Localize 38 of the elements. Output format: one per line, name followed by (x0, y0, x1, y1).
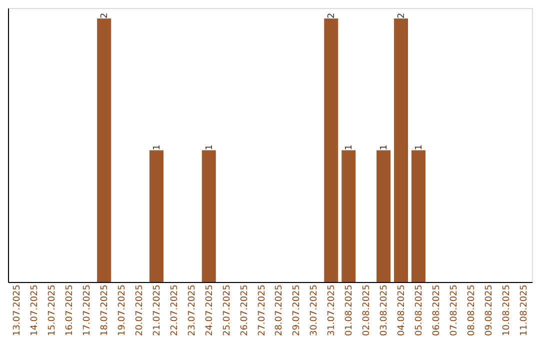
x-tick-label: 18.07.2025 (100, 284, 110, 336)
x-tick-label: 14.07.2025 (30, 284, 40, 336)
x-tick-label: 11.08.2025 (519, 284, 530, 336)
x-tick-label: 22.07.2025 (170, 284, 180, 336)
x-tick-label: 03.08.2025 (380, 284, 390, 336)
x-tick-label: 04.08.2025 (397, 284, 407, 336)
x-tick-label: 24.07.2025 (204, 284, 215, 336)
x-tick-label: 02.08.2025 (362, 284, 372, 336)
x-tick-label: 17.07.2025 (82, 284, 93, 336)
x-tick-label: 19.07.2025 (118, 284, 128, 336)
x-tick-label: 05.08.2025 (414, 284, 424, 336)
x-tick-label: 13.07.2025 (12, 284, 23, 336)
x-tick-label: 15.07.2025 (48, 284, 58, 336)
data-label: 2 (327, 12, 338, 19)
x-tick-label: 09.08.2025 (484, 284, 494, 336)
x-tick-label: 31.07.2025 (327, 284, 338, 336)
x-tick-label: 30.07.2025 (310, 284, 320, 336)
data-label: 1 (344, 144, 355, 150)
x-tick-label: 07.08.2025 (449, 284, 460, 336)
x-tick-label: 16.07.2025 (65, 284, 76, 336)
x-tick-label: 10.08.2025 (502, 284, 512, 336)
x-tick-label: 06.08.2025 (432, 284, 442, 336)
x-tick-label: 08.08.2025 (466, 284, 477, 336)
x-tick-label: 23.07.2025 (187, 284, 198, 336)
x-tick-label: 01.08.2025 (344, 284, 355, 336)
x-tick-label: 27.07.2025 (257, 284, 268, 336)
x-tick-label: 20.07.2025 (135, 284, 145, 336)
data-label: 2 (397, 12, 407, 19)
x-tick-label: 26.07.2025 (240, 284, 250, 336)
data-label: 1 (380, 144, 390, 150)
x-tick-label: 21.07.2025 (152, 284, 162, 336)
data-label: 1 (204, 144, 215, 150)
x-tick-label: 25.07.2025 (222, 284, 232, 336)
data-label: 1 (152, 144, 162, 150)
x-tick-label: 29.07.2025 (292, 284, 302, 336)
data-label: 2 (100, 12, 110, 19)
data-label: 1 (414, 144, 424, 150)
x-tick-label: 28.07.2025 (274, 284, 285, 336)
